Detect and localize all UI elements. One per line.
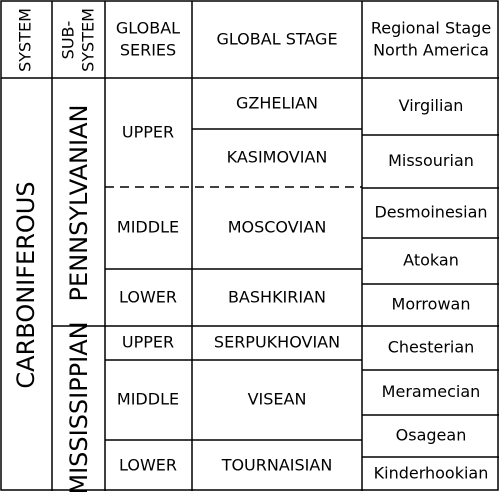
header-series: GLOBAL — [116, 19, 180, 38]
system-name: CARBONIFEROUS — [12, 181, 40, 388]
regional-stage: Desmoinesian — [374, 203, 487, 222]
regional-stage: Meramecian — [382, 382, 481, 401]
header-stage: GLOBAL STAGE — [216, 30, 337, 49]
header-system: SYSTEM — [16, 8, 35, 72]
header-regional: Regional Stage — [371, 19, 491, 38]
series-name: MIDDLE — [117, 218, 179, 237]
stage-name: MOSCOVIAN — [228, 218, 327, 237]
stage-name: KASIMOVIAN — [227, 148, 328, 167]
regional-stage: Kinderhookian — [374, 464, 489, 483]
subsystem-name: MISSISSIPPIAN — [65, 321, 93, 492]
series-name: UPPER — [122, 123, 174, 142]
stage-name: GZHELIAN — [236, 94, 318, 113]
regional-stage: Osagean — [396, 426, 467, 445]
series-name: LOWER — [119, 456, 177, 475]
header-series: SERIES — [120, 41, 176, 60]
stage-name: SERPUKHOVIAN — [214, 333, 340, 352]
series-name: MIDDLE — [117, 390, 179, 409]
header-regional: North America — [373, 41, 489, 60]
regional-stage: Morrowan — [392, 295, 471, 314]
subsystem-name: PENNSYLVANIAN — [65, 105, 93, 302]
stage-name: BASHKIRIAN — [228, 288, 326, 307]
regional-stage: Missourian — [388, 151, 474, 170]
series-name: UPPER — [122, 333, 174, 352]
regional-stage: Atokan — [403, 251, 459, 270]
header-subsystem: SUB- — [59, 21, 78, 60]
stage-name: VISEAN — [248, 390, 307, 409]
regional-stage: Chesterian — [388, 338, 475, 357]
series-name: LOWER — [119, 288, 177, 307]
regional-stage: Virgilian — [399, 96, 464, 115]
header-subsystem: SYSTEM — [79, 8, 98, 72]
stage-name: TOURNAISIAN — [221, 456, 333, 475]
